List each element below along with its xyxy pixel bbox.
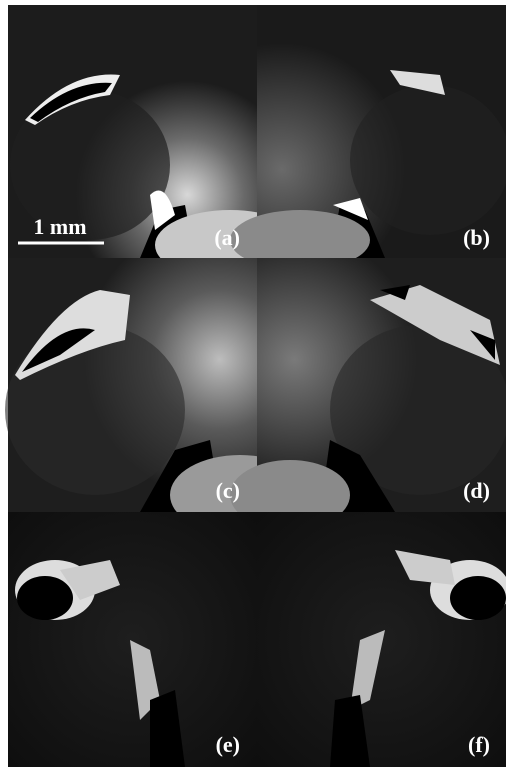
- panel-e: [8, 512, 257, 767]
- panel-f: [257, 512, 506, 767]
- figure: 1 mm (a) (b) (c) (d) (e) (f): [0, 0, 506, 767]
- panel-label: (a): [214, 225, 240, 250]
- panel-label: (d): [463, 478, 490, 503]
- panel-label: (b): [463, 225, 490, 250]
- panel-label: (c): [216, 478, 240, 503]
- panel-label: (f): [468, 732, 490, 757]
- scale-bar-label: 1 mm: [33, 214, 86, 239]
- panel-label: (e): [216, 732, 240, 757]
